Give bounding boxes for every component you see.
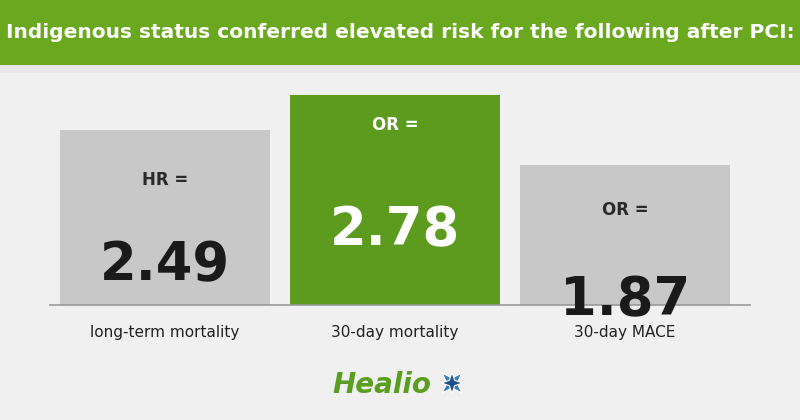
Text: 2.49: 2.49 bbox=[100, 239, 230, 291]
Text: long-term mortality: long-term mortality bbox=[90, 325, 240, 340]
Polygon shape bbox=[442, 373, 462, 394]
Text: OR =: OR = bbox=[372, 116, 418, 134]
Text: 30-day MACE: 30-day MACE bbox=[574, 325, 676, 340]
Text: Indigenous status conferred elevated risk for the following after PCI:: Indigenous status conferred elevated ris… bbox=[6, 23, 794, 42]
FancyBboxPatch shape bbox=[0, 65, 800, 73]
FancyBboxPatch shape bbox=[60, 130, 270, 305]
Text: 30-day mortality: 30-day mortality bbox=[331, 325, 458, 340]
Text: Healio: Healio bbox=[333, 371, 431, 399]
FancyBboxPatch shape bbox=[520, 165, 730, 305]
Text: HR =: HR = bbox=[142, 171, 188, 189]
Text: 2.78: 2.78 bbox=[330, 204, 460, 256]
Text: OR =: OR = bbox=[602, 201, 648, 219]
FancyBboxPatch shape bbox=[290, 95, 500, 305]
FancyBboxPatch shape bbox=[0, 0, 800, 65]
Text: 1.87: 1.87 bbox=[560, 274, 690, 326]
Polygon shape bbox=[442, 373, 462, 393]
